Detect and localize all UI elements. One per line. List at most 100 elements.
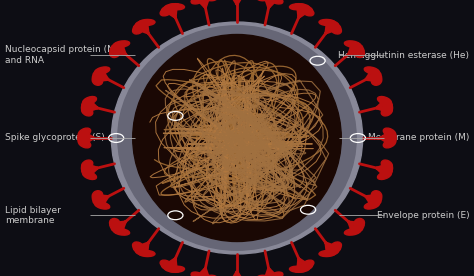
Ellipse shape: [371, 72, 382, 82]
Text: Spike glycoprotein (S): Spike glycoprotein (S): [5, 134, 104, 142]
Ellipse shape: [371, 191, 382, 200]
Text: Lipid bilayer
membrane: Lipid bilayer membrane: [5, 206, 61, 225]
Ellipse shape: [323, 20, 338, 27]
Ellipse shape: [328, 22, 341, 30]
Ellipse shape: [114, 229, 129, 235]
Ellipse shape: [348, 42, 363, 50]
Ellipse shape: [323, 249, 338, 256]
Ellipse shape: [111, 22, 363, 254]
Ellipse shape: [82, 99, 93, 108]
Ellipse shape: [95, 67, 110, 74]
Ellipse shape: [191, 272, 205, 276]
Ellipse shape: [298, 5, 312, 13]
Ellipse shape: [93, 199, 106, 207]
Ellipse shape: [133, 22, 146, 30]
Ellipse shape: [78, 139, 91, 148]
Ellipse shape: [160, 7, 173, 16]
Ellipse shape: [201, 0, 217, 1]
Ellipse shape: [382, 163, 392, 173]
Ellipse shape: [109, 219, 120, 228]
Ellipse shape: [293, 4, 310, 10]
Ellipse shape: [133, 246, 146, 254]
Ellipse shape: [381, 107, 392, 116]
Text: Envelope protein (E): Envelope protein (E): [377, 211, 469, 220]
Ellipse shape: [381, 160, 392, 169]
Ellipse shape: [345, 41, 360, 47]
Ellipse shape: [201, 275, 217, 276]
Ellipse shape: [118, 26, 356, 250]
Ellipse shape: [164, 4, 181, 10]
Ellipse shape: [110, 45, 122, 54]
Ellipse shape: [136, 20, 151, 27]
Ellipse shape: [82, 163, 92, 173]
Ellipse shape: [82, 97, 97, 105]
Ellipse shape: [162, 263, 176, 271]
Ellipse shape: [168, 266, 184, 272]
Ellipse shape: [293, 266, 310, 272]
Ellipse shape: [111, 226, 126, 234]
Ellipse shape: [301, 260, 314, 269]
Ellipse shape: [385, 131, 396, 141]
Ellipse shape: [93, 69, 106, 77]
Ellipse shape: [265, 0, 281, 1]
Ellipse shape: [110, 222, 122, 231]
Ellipse shape: [290, 4, 306, 10]
Ellipse shape: [133, 25, 144, 34]
Ellipse shape: [191, 0, 205, 4]
Ellipse shape: [354, 48, 365, 57]
Text: Nucleocapsid protein (N)
and RNA: Nucleocapsid protein (N) and RNA: [5, 46, 117, 65]
Ellipse shape: [133, 34, 341, 242]
Ellipse shape: [78, 131, 89, 141]
Ellipse shape: [301, 7, 314, 16]
Ellipse shape: [78, 135, 89, 145]
Ellipse shape: [328, 246, 341, 254]
Ellipse shape: [381, 168, 392, 177]
Ellipse shape: [168, 4, 184, 10]
Ellipse shape: [111, 42, 126, 50]
Ellipse shape: [385, 135, 396, 145]
Ellipse shape: [82, 107, 93, 116]
Ellipse shape: [138, 19, 155, 26]
Ellipse shape: [382, 103, 392, 113]
Ellipse shape: [136, 249, 151, 256]
Ellipse shape: [193, 0, 209, 1]
Ellipse shape: [95, 202, 110, 209]
Ellipse shape: [319, 19, 336, 26]
Ellipse shape: [82, 103, 92, 113]
Ellipse shape: [368, 69, 381, 77]
Ellipse shape: [319, 250, 336, 257]
Ellipse shape: [92, 191, 103, 200]
Ellipse shape: [92, 72, 103, 82]
Ellipse shape: [364, 67, 379, 74]
Ellipse shape: [138, 250, 155, 257]
Ellipse shape: [269, 272, 283, 276]
Ellipse shape: [377, 97, 392, 105]
Ellipse shape: [345, 229, 360, 235]
Ellipse shape: [371, 76, 382, 85]
Ellipse shape: [133, 242, 144, 251]
Ellipse shape: [92, 194, 103, 204]
Ellipse shape: [114, 41, 129, 47]
Ellipse shape: [257, 275, 273, 276]
Ellipse shape: [160, 260, 173, 269]
Ellipse shape: [82, 160, 93, 169]
Ellipse shape: [78, 128, 91, 137]
Ellipse shape: [368, 199, 381, 207]
Ellipse shape: [265, 275, 281, 276]
Ellipse shape: [193, 275, 209, 276]
Ellipse shape: [377, 171, 392, 179]
Ellipse shape: [82, 168, 93, 177]
Ellipse shape: [164, 266, 181, 272]
Text: Hemagglutinin esterase (He): Hemagglutinin esterase (He): [338, 51, 469, 60]
Ellipse shape: [109, 48, 120, 57]
Ellipse shape: [348, 226, 363, 234]
Ellipse shape: [383, 128, 396, 137]
Ellipse shape: [269, 0, 283, 4]
Ellipse shape: [290, 266, 306, 272]
Text: Membrane protein (M): Membrane protein (M): [368, 134, 469, 142]
Ellipse shape: [162, 5, 176, 13]
Ellipse shape: [92, 76, 103, 85]
Ellipse shape: [330, 25, 341, 34]
Ellipse shape: [257, 0, 273, 1]
Ellipse shape: [371, 194, 382, 204]
